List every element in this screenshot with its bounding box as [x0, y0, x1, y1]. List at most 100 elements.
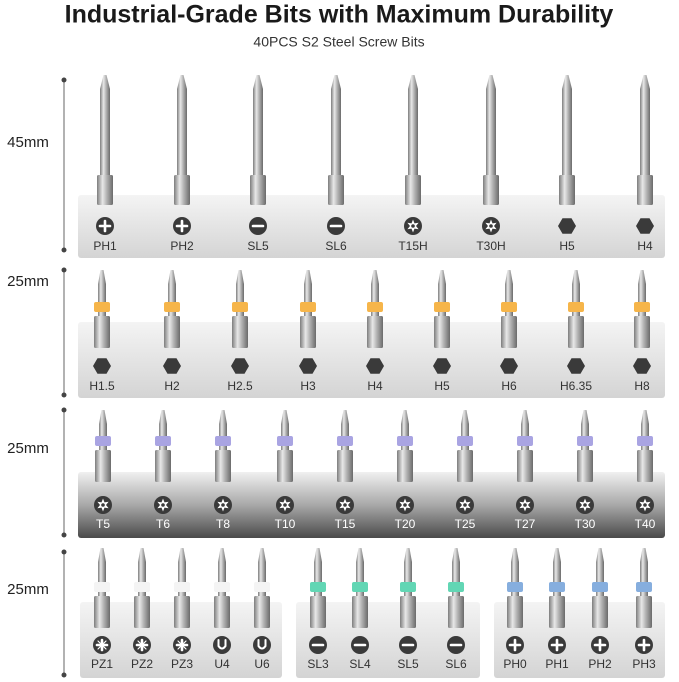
bit-shaft [572, 284, 580, 316]
bit-hex [94, 596, 110, 628]
bit-tip [408, 75, 418, 89]
bit-shaft [638, 284, 646, 316]
bit-hex [352, 596, 368, 628]
bit-icon [500, 358, 518, 374]
bit-shaft [98, 562, 106, 596]
bit-shaft [452, 562, 460, 596]
bit-shaft [218, 562, 226, 596]
bit-label: U6 [254, 657, 270, 671]
bit-icon [396, 496, 414, 514]
bit-shaft [304, 284, 312, 316]
bit-label: SL6 [325, 239, 347, 253]
bit-tip [461, 410, 469, 424]
bit-label: PH1 [545, 657, 569, 671]
bit-hex [637, 450, 653, 482]
bit-hex [174, 596, 190, 628]
bit-label: T10 [275, 517, 296, 531]
bit-tip [178, 548, 186, 562]
length-dot [61, 672, 67, 678]
color-band [367, 302, 383, 312]
bit-tip [521, 410, 529, 424]
bit [337, 410, 353, 482]
bit [155, 410, 171, 482]
bit-shaft [253, 89, 263, 175]
color-band [277, 436, 293, 446]
bit-tip [371, 270, 379, 284]
color-band [637, 436, 653, 446]
bit-label: PH3 [632, 657, 656, 671]
panel [494, 602, 665, 678]
color-band [232, 302, 248, 312]
bit-tip [641, 410, 649, 424]
bit-tip [168, 270, 176, 284]
bit-hex [310, 596, 326, 628]
bit-tip [640, 75, 650, 89]
bit-icon [173, 636, 191, 654]
bit-hex [214, 596, 230, 628]
bit-hex [300, 316, 316, 348]
bit-hex [232, 316, 248, 348]
bit-icon [558, 218, 576, 234]
bit-icon [214, 496, 232, 514]
bit-label: SL3 [307, 657, 329, 671]
bit-hex [577, 450, 593, 482]
color-band [254, 582, 270, 592]
bit-label: T8 [216, 517, 230, 531]
icon-torx-center [463, 503, 467, 507]
bit-icon [567, 358, 585, 374]
icon-hex [366, 358, 384, 374]
icon-hex [163, 358, 181, 374]
bit-hex [634, 316, 650, 348]
icon-torx-center [523, 503, 527, 507]
icon-torx-center [343, 503, 347, 507]
bit-tip [581, 410, 589, 424]
color-band [634, 302, 650, 312]
bit [592, 548, 608, 628]
length-dot [61, 549, 67, 555]
icon-hex [231, 358, 249, 374]
panel [78, 195, 665, 258]
color-band [636, 582, 652, 592]
color-band [300, 302, 316, 312]
bit [637, 410, 653, 482]
bit [310, 548, 326, 628]
bit-label: T30H [476, 239, 505, 253]
icon-cross [98, 219, 112, 233]
bit-tip [236, 270, 244, 284]
bit-label: H3 [300, 379, 316, 393]
bit-shaft [511, 562, 519, 596]
color-band [352, 582, 368, 592]
bit-tip [511, 548, 519, 562]
bit-label: PH2 [588, 657, 612, 671]
bit-tip [404, 548, 412, 562]
bit-shaft [100, 89, 110, 175]
bit-label: H4 [637, 239, 653, 253]
icon-torx-center [583, 503, 587, 507]
bit-icon [96, 217, 114, 235]
bit-tip [638, 270, 646, 284]
bit-shaft [408, 89, 418, 175]
bit [397, 410, 413, 482]
bit-label: SL6 [445, 657, 467, 671]
bit-label: H5 [434, 379, 450, 393]
bit-icon [447, 636, 465, 654]
panel [78, 472, 665, 538]
bit-hex [549, 596, 565, 628]
bit-shaft [98, 284, 106, 316]
bit-hex [636, 596, 652, 628]
length-label: 45mm [7, 134, 49, 151]
color-band [134, 582, 150, 592]
bit-hex [592, 596, 608, 628]
color-band [549, 582, 565, 592]
bit-icon [433, 358, 451, 374]
bit-icon [366, 358, 384, 374]
bit [634, 270, 650, 348]
bit-tip [486, 75, 496, 89]
icon-hex [633, 358, 651, 374]
bit-hex [637, 175, 653, 205]
bit-shaft [505, 284, 513, 316]
bit-tip [331, 75, 341, 89]
bit-hex [337, 450, 353, 482]
length-dot [61, 407, 67, 413]
bit-label: T5 [96, 517, 110, 531]
